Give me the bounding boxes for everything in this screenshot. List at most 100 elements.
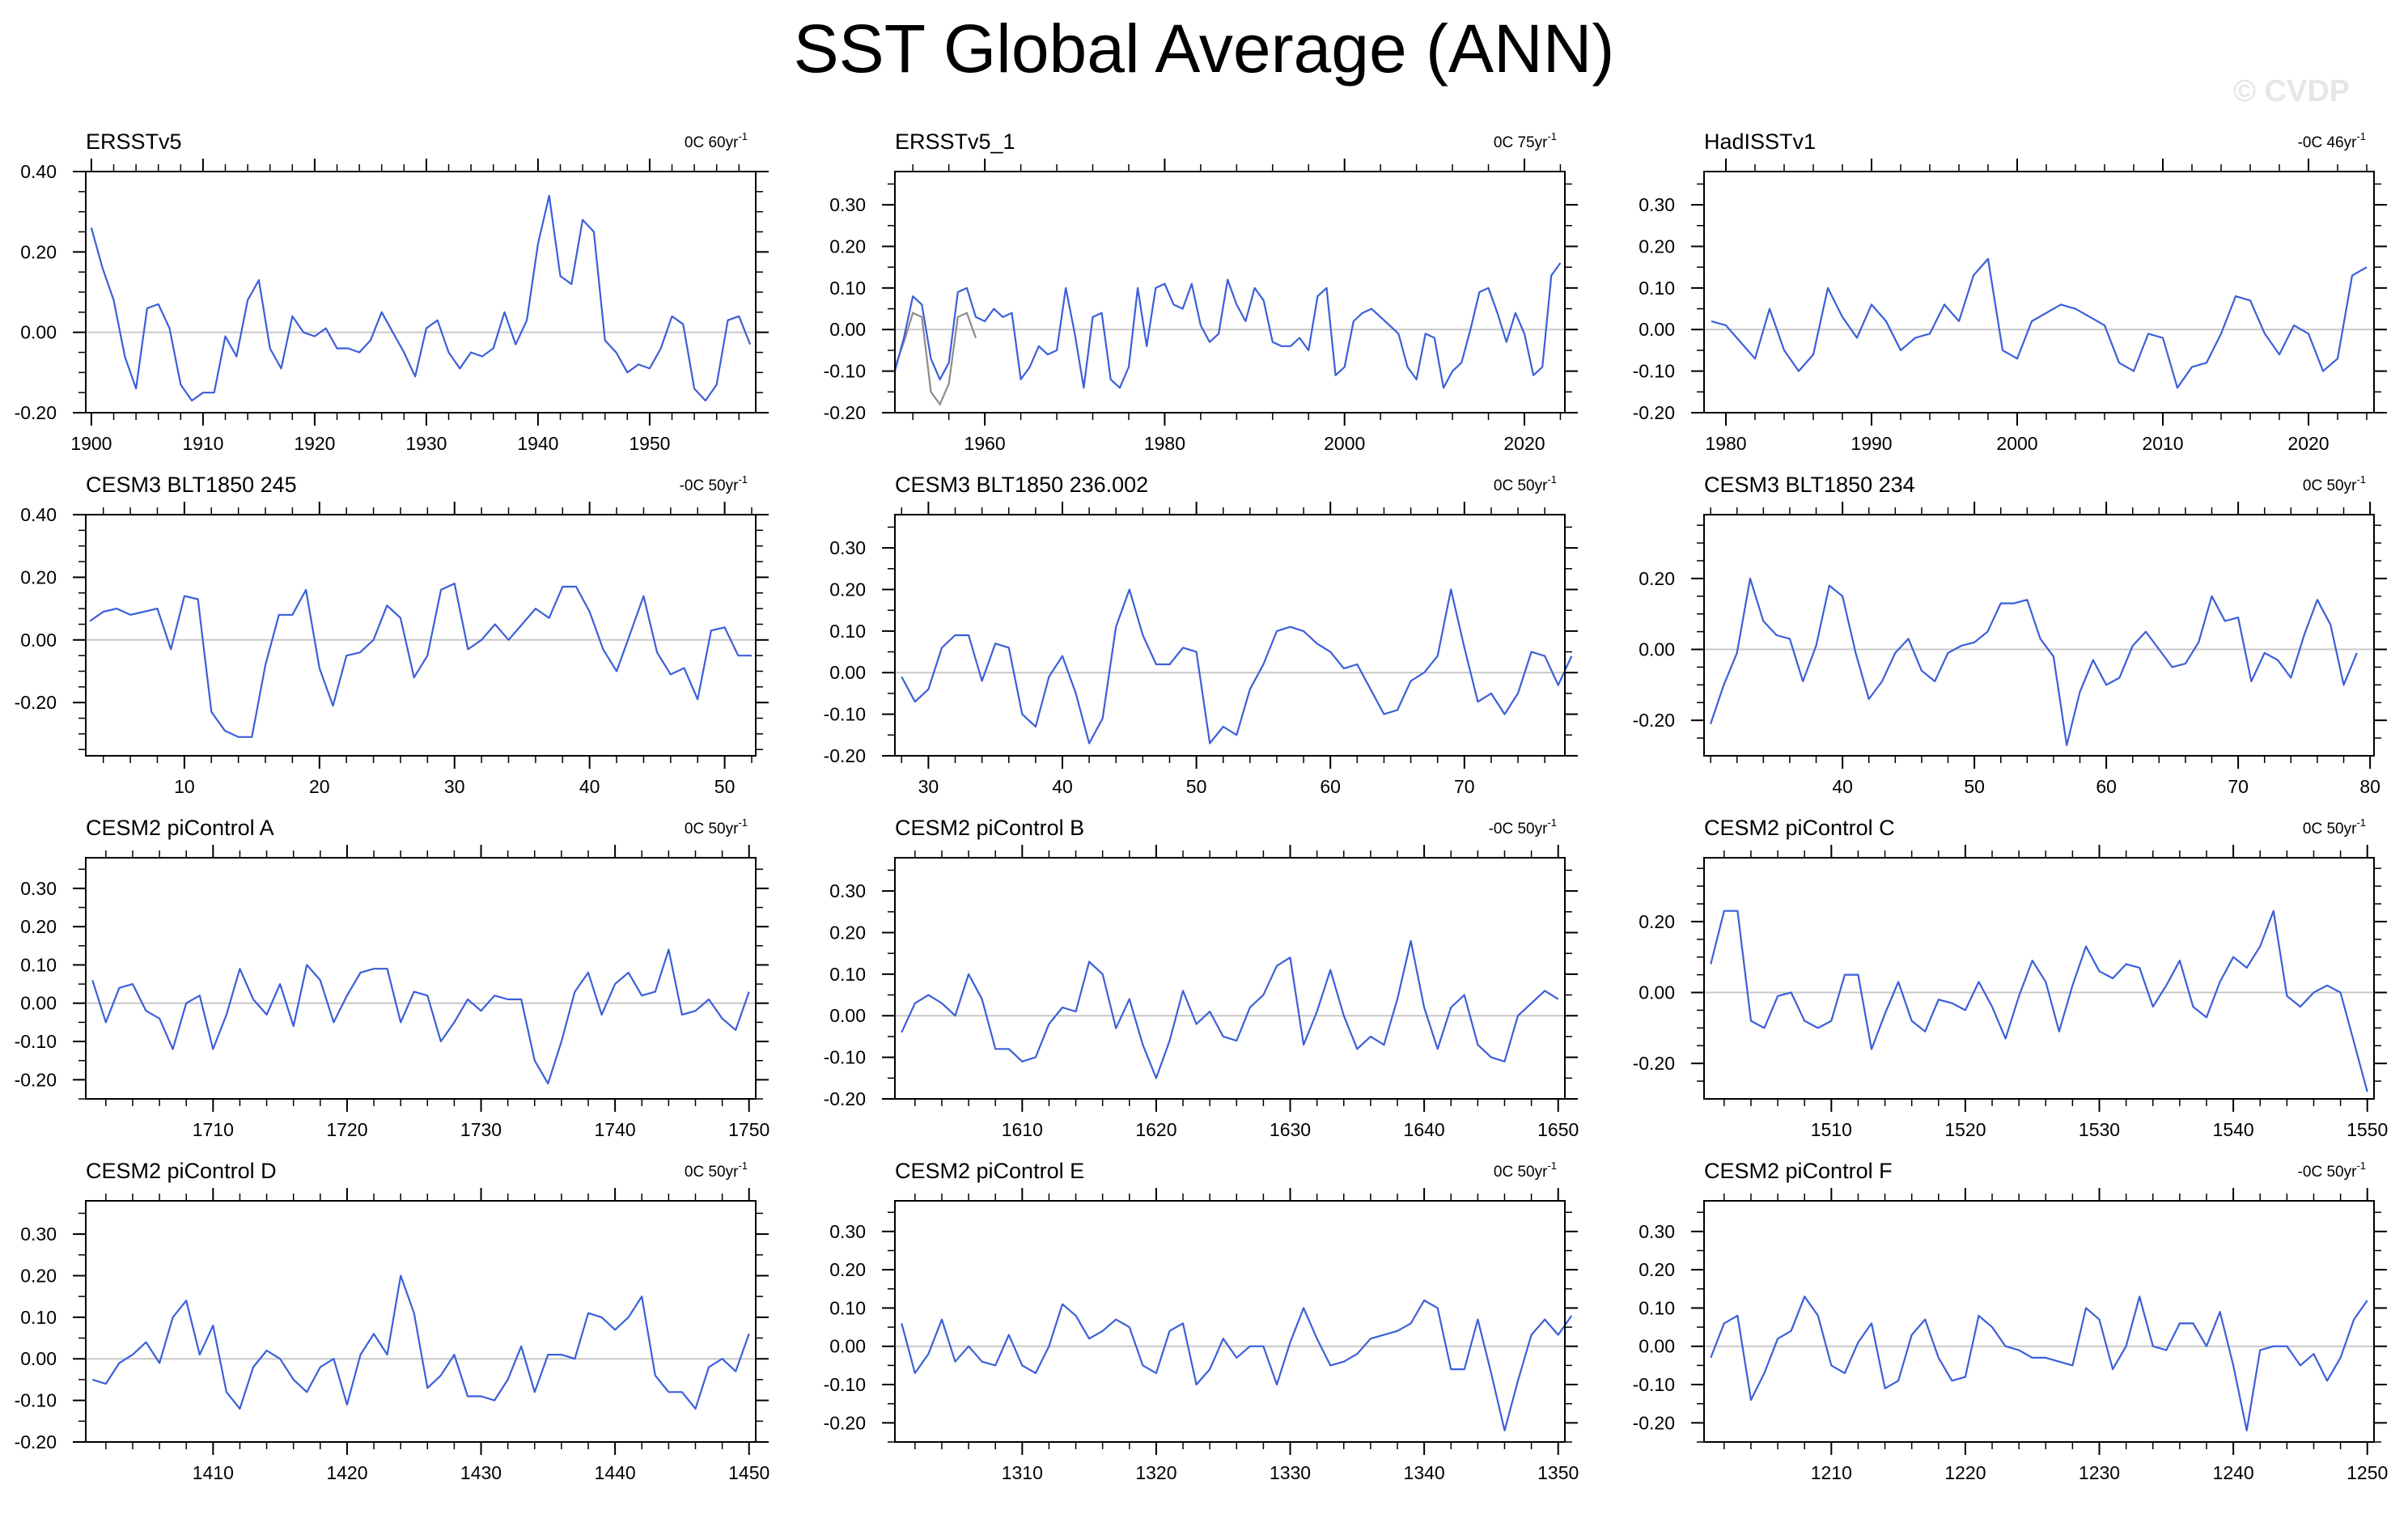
trend-label: -0C 46yr-1	[2298, 130, 2366, 151]
trend-superscript: -1	[2356, 1160, 2366, 1172]
y-tick-label: 0.10	[20, 954, 57, 975]
series-line	[893, 262, 1562, 389]
y-tick-label: 0.30	[829, 194, 866, 215]
x-tick-label: 1730	[460, 1119, 502, 1140]
plot-frame	[1703, 857, 2375, 1100]
y-tick-label: 0.10	[829, 1297, 866, 1318]
x-tick-label: 1240	[2213, 1462, 2254, 1483]
x-tick-label: 1950	[629, 433, 670, 454]
x-tick-label: 2000	[1996, 433, 2037, 454]
trend-text: 0C 50yr	[685, 821, 739, 838]
trend-text: 0C 50yr	[685, 1164, 739, 1181]
y-tick-label: -0.20	[824, 1088, 866, 1109]
x-tick-label: 1900	[70, 433, 112, 454]
x-tick-label: 1750	[728, 1119, 769, 1140]
series-line	[91, 948, 750, 1085]
trend-label: 0C 50yr-1	[685, 816, 748, 838]
y-tick-label: 0.00	[829, 319, 866, 340]
x-tick-label: 50	[1964, 776, 1985, 797]
trend-label: 0C 50yr-1	[1494, 473, 1557, 494]
plot-frame	[1703, 1200, 2375, 1443]
series-line	[91, 1274, 750, 1410]
y-tick-label: 0.30	[20, 878, 57, 899]
x-tick-label: 1910	[182, 433, 223, 454]
series-line-secondary	[893, 312, 977, 406]
trend-superscript: -1	[1547, 816, 1557, 829]
panel-title: ERSSTv5_1	[895, 129, 1015, 154]
trend-text: -0C 46yr	[2298, 134, 2358, 151]
y-tick-label: 0.00	[829, 1336, 866, 1357]
x-tick-label: 2020	[1503, 433, 1545, 454]
x-tick-label: 1520	[1944, 1119, 1986, 1140]
y-tick-label: 0.00	[829, 662, 866, 683]
trend-text: 0C 75yr	[1494, 134, 1548, 151]
x-tick-label: 60	[2096, 776, 2117, 797]
panel-cesm2-picontrol-a: 0.30 0.20 0.10 0.00 -0.10 -0.20 1710 1720 1730 17…	[15, 816, 770, 1140]
trend-superscript: -1	[738, 130, 748, 142]
y-tick-label: 0.20	[829, 922, 866, 943]
x-tick-label: 40	[1832, 776, 1853, 797]
x-tick-label: 1980	[1705, 433, 1746, 454]
x-tick-label: 2020	[2287, 433, 2329, 454]
x-tick-label: 1920	[294, 433, 335, 454]
x-tick-label: 1620	[1135, 1119, 1176, 1140]
x-tick-label: 80	[2359, 776, 2380, 797]
y-tick-label: -0.10	[15, 1390, 57, 1411]
x-tick-label: 1650	[1537, 1119, 1579, 1140]
panel-hadisstv1: 0.30 0.20 0.10 0.00 -0.10 -0.20 1980 1990 2000 20…	[1633, 129, 2387, 454]
x-tick-label: 1230	[2079, 1462, 2120, 1483]
trend-superscript: -1	[738, 1160, 748, 1172]
trend-text: 0C 50yr	[2303, 821, 2357, 838]
trend-superscript: -1	[1547, 1160, 1557, 1172]
y-tick-label: 0.10	[829, 964, 866, 985]
series-line	[1710, 1296, 2368, 1431]
trend-text: 0C 50yr	[1494, 1164, 1548, 1181]
panel-title: CESM2 piControl E	[895, 1159, 1084, 1183]
x-tick-label: 1310	[1002, 1462, 1043, 1483]
plot-frame	[894, 857, 1566, 1100]
x-tick-label: 1450	[728, 1462, 769, 1483]
y-tick-label: 0.10	[1639, 1297, 1675, 1318]
x-tick-label: 70	[2228, 776, 2249, 797]
y-tick-label: 0.20	[1639, 235, 1675, 257]
y-tick-label: 0.30	[20, 1223, 57, 1245]
panel-cesm2-picontrol-c: 0.20 0.00 -0.20 1510 1520 1530 1540 1550 CESM2 p…	[1633, 816, 2389, 1140]
y-tick-label: -0.20	[15, 1069, 57, 1090]
x-tick-label: 2000	[1324, 433, 1365, 454]
y-tick-label: 0.30	[1639, 1221, 1675, 1242]
x-tick-label: 1510	[1811, 1119, 1852, 1140]
trend-label: 0C 60yr-1	[685, 130, 748, 151]
y-tick-label: -0.20	[824, 1412, 866, 1433]
y-tick-label: 0.40	[20, 161, 57, 182]
series-line	[90, 194, 752, 402]
trend-superscript: -1	[738, 816, 748, 829]
x-tick-label: 1530	[2079, 1119, 2120, 1140]
series-line	[1710, 577, 2358, 747]
trend-superscript: -1	[2356, 816, 2366, 829]
plot-frame	[85, 514, 757, 757]
y-tick-label: -0.20	[15, 402, 57, 423]
y-tick-label: -0.20	[15, 1431, 57, 1453]
plot-frame	[85, 857, 757, 1100]
series-line	[901, 1299, 1573, 1431]
y-tick-label: 0.00	[1639, 1336, 1675, 1357]
panel-title: CESM2 piControl D	[86, 1159, 277, 1183]
x-tick-label: 1210	[1811, 1462, 1852, 1483]
panel-cesm2-picontrol-d: 0.30 0.20 0.10 0.00 -0.10 -0.20 1410 1420 1430 14…	[15, 1159, 770, 1483]
trend-text: 0C 50yr	[2303, 477, 2357, 494]
x-tick-label: 70	[1454, 776, 1475, 797]
trend-label: 0C 50yr-1	[1494, 1160, 1557, 1181]
x-tick-label: 1980	[1144, 433, 1185, 454]
panel-cesm2-picontrol-f: 0.30 0.20 0.10 0.00 -0.10 -0.20 1210 1220 1230 12…	[1633, 1159, 2389, 1483]
y-tick-label: 0.20	[829, 579, 866, 600]
y-tick-label: 0.00	[829, 1005, 866, 1026]
plot-frame	[894, 1200, 1566, 1443]
x-tick-label: 1990	[1851, 433, 1892, 454]
x-tick-label: 1220	[1944, 1462, 1986, 1483]
x-tick-label: 30	[444, 776, 465, 797]
y-tick-label: 0.20	[20, 916, 57, 937]
x-tick-label: 1540	[2213, 1119, 2254, 1140]
series-line	[1711, 257, 2368, 389]
x-tick-label: 1710	[193, 1119, 234, 1140]
